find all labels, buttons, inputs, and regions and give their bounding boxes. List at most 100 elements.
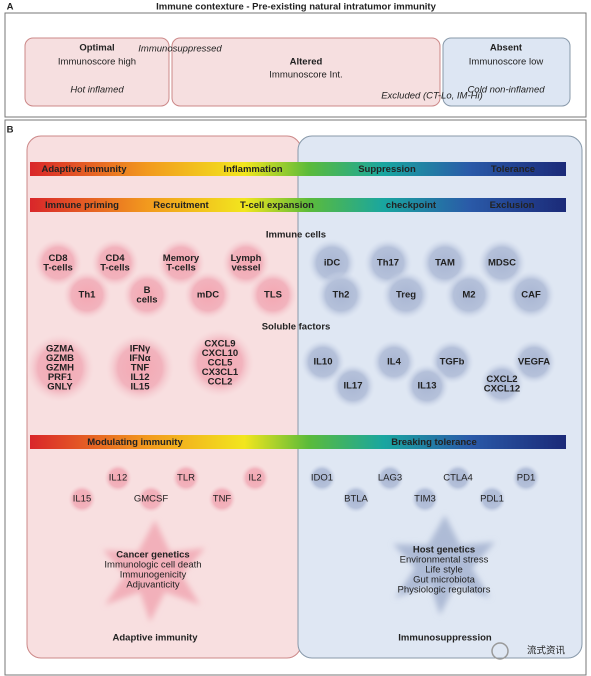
label: Th17 — [377, 258, 399, 269]
label: CXCL12 — [484, 383, 520, 394]
blob — [26, 334, 94, 402]
label: PD1 — [517, 473, 535, 484]
label: cells — [136, 294, 157, 305]
label: IFNα — [129, 353, 150, 364]
blob — [512, 340, 556, 384]
blob — [137, 485, 165, 513]
label: Th1 — [79, 290, 97, 301]
label: CAF — [521, 290, 541, 301]
label: TNF — [131, 363, 150, 374]
label: vessel — [231, 262, 260, 273]
blob — [478, 485, 506, 513]
bar-label: Immune priming — [45, 200, 119, 211]
label: Immunoscore low — [469, 57, 544, 68]
label: Immunoscore Int. — [269, 70, 342, 81]
label: mDC — [197, 290, 219, 301]
blob — [208, 485, 236, 513]
blob — [68, 485, 96, 513]
label: CCL2 — [208, 377, 233, 388]
label: IL13 — [417, 381, 436, 392]
label: PDL1 — [480, 494, 504, 505]
blob — [186, 329, 254, 397]
heading: Immune cells — [266, 230, 326, 241]
label: TIM3 — [414, 494, 436, 505]
label: VEGFA — [518, 357, 550, 368]
label: T-cells — [166, 262, 196, 273]
blob — [507, 271, 555, 319]
label: T-cells — [43, 262, 73, 273]
label: TAM — [435, 258, 455, 269]
label: Immunologic cell death — [104, 560, 201, 571]
bar-label: Recruitment — [153, 200, 209, 211]
blob — [157, 239, 205, 287]
star — [103, 520, 205, 622]
watermark-icon — [491, 642, 509, 660]
label: iDC — [324, 258, 341, 269]
label: LAG3 — [378, 473, 402, 484]
footer-label: Adaptive immunity — [113, 633, 199, 644]
blob — [184, 271, 232, 319]
label: CD4 — [105, 253, 125, 264]
bar-label: Inflammation — [223, 164, 282, 175]
label: M2 — [462, 290, 475, 301]
panel-b-frame — [4, 119, 587, 676]
watermark: 流式资讯 — [527, 645, 566, 657]
blob — [382, 271, 430, 319]
label: TGFb — [440, 357, 465, 368]
label: IL12 — [130, 372, 149, 383]
blob — [123, 271, 171, 319]
label: TNF — [213, 494, 232, 505]
label: Immunogenicity — [120, 570, 187, 581]
panel-a-frame — [4, 12, 587, 118]
label: CXCL2 — [486, 374, 517, 385]
bar-label: Adaptive immunity — [42, 164, 128, 175]
label: CCL5 — [208, 358, 234, 369]
label: TLR — [177, 473, 195, 484]
label: MDSC — [488, 258, 516, 269]
label: B — [144, 285, 151, 296]
optimal-box — [24, 37, 170, 107]
altered-box — [171, 37, 441, 107]
label: Environmental stress — [400, 555, 489, 566]
label: Cold non-inflamed — [467, 85, 545, 96]
bar-label: checkpoint — [386, 200, 437, 211]
gradient-bar — [30, 198, 566, 212]
blob — [63, 271, 111, 319]
bar-label: Exclusion — [490, 200, 535, 211]
blob — [480, 362, 524, 406]
label: Gut microbiota — [413, 575, 475, 586]
bar-label: Breaking tolerance — [391, 437, 477, 448]
label: T-cells — [100, 262, 130, 273]
blob — [478, 239, 526, 287]
label: GZMH — [46, 363, 74, 374]
label: IL10 — [313, 357, 332, 368]
blob — [301, 340, 345, 384]
blob — [106, 334, 174, 402]
blob — [445, 271, 493, 319]
label: Memory — [163, 253, 200, 264]
label: IL15 — [73, 494, 92, 505]
blob — [308, 464, 336, 492]
label: IL15 — [130, 382, 150, 393]
absent-box — [442, 37, 571, 107]
label: Hot inflamed — [70, 85, 124, 96]
label: Immunoscore high — [58, 57, 136, 68]
label: CXCL10 — [202, 348, 238, 359]
blob — [405, 364, 449, 408]
blob — [411, 485, 439, 513]
blob — [91, 239, 139, 287]
label: IDO1 — [311, 473, 333, 484]
blob — [512, 464, 540, 492]
label: GMCSF — [134, 494, 169, 505]
label: Excluded (CT-Lo, IM-Hi) — [381, 91, 483, 102]
content: A Immune contexture - Pre-existing natura… — [7, 2, 566, 660]
blob — [376, 464, 404, 492]
blob — [331, 364, 375, 408]
blob — [241, 464, 269, 492]
heading: Soluble factors — [262, 322, 331, 333]
bar-label: Tolerance — [491, 164, 535, 175]
label: Lymph — [231, 253, 262, 264]
blob — [342, 485, 370, 513]
label: Cancer genetics — [116, 550, 189, 561]
